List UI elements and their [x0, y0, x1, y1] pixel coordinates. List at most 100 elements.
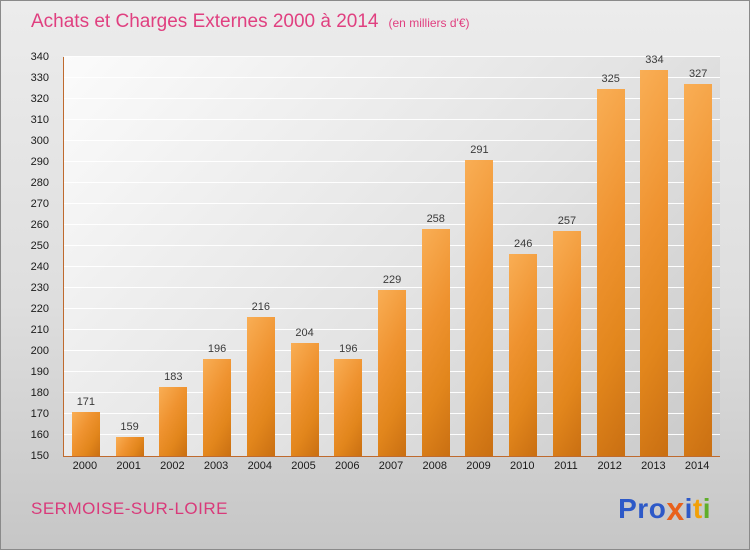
bar-chart-plot-area: 171 159 183 196 216 204 196 229 258 291 246 257 325 3… — [63, 54, 720, 457]
y-tick-label: 340 — [30, 51, 49, 63]
bar-slot: 216 — [239, 57, 283, 456]
logo-letter: o — [648, 493, 667, 524]
y-tick-label: 180 — [30, 387, 49, 399]
bar-slot: 183 — [151, 57, 195, 456]
chart-title: Achats et Charges Externes 2000 à 2014 — [31, 11, 379, 32]
bar-slot: 196 — [326, 57, 370, 456]
y-tick-label: 270 — [30, 198, 49, 210]
x-tick-label: 2014 — [684, 460, 710, 472]
gridline — [64, 266, 720, 267]
bar-slot: 327 — [676, 57, 720, 456]
bar-value-label: 183 — [164, 370, 183, 383]
y-tick-label: 200 — [30, 345, 49, 357]
bar-series: 171 159 183 196 216 204 196 229 258 291 246 257 325 3… — [64, 54, 720, 456]
gridline — [64, 56, 720, 57]
bar-slot: 325 — [589, 57, 633, 456]
gridline — [64, 182, 720, 183]
city-label: SERMOISE-SUR-LOIRE — [31, 499, 228, 518]
x-axis-labels: 2000 2001 2002 2003 2004 2005 2006 2007 2008 2009… — [63, 460, 719, 472]
bar — [552, 231, 581, 456]
y-tick-label: 260 — [30, 219, 49, 231]
bar — [465, 159, 494, 456]
bar-value-label: 196 — [339, 343, 358, 356]
bar-slot: 204 — [283, 57, 327, 456]
y-tick-label: 250 — [30, 240, 49, 252]
y-tick-label: 320 — [30, 93, 49, 105]
bar-value-label: 246 — [514, 238, 533, 251]
gridline — [64, 287, 720, 288]
x-tick-label: 2004 — [247, 460, 273, 472]
logo-letter: P — [618, 493, 638, 524]
logo-letter: x — [666, 491, 685, 527]
bar — [290, 342, 319, 456]
x-tick-label: 2013 — [641, 460, 666, 472]
bar-value-label: 334 — [645, 53, 664, 66]
bar-value-label: 216 — [251, 301, 270, 314]
bar-slot: 159 — [108, 57, 152, 456]
gridline — [64, 98, 720, 99]
gridline — [64, 203, 720, 204]
bar-value-label: 159 — [120, 421, 139, 434]
x-tick-label: 2012 — [597, 460, 622, 472]
bar-value-label: 229 — [382, 274, 402, 287]
x-tick-label: 2005 — [291, 460, 316, 472]
x-tick-label: 2001 — [116, 460, 141, 472]
y-tick-label: 290 — [30, 156, 49, 168]
y-tick-label: 160 — [30, 429, 49, 441]
bar-slot: 258 — [414, 57, 458, 456]
bar-slot: 291 — [458, 57, 502, 456]
y-tick-label: 310 — [30, 114, 49, 126]
y-tick-label: 330 — [30, 72, 49, 84]
bar-value-label: 196 — [207, 343, 227, 356]
y-tick-label: 150 — [30, 450, 49, 462]
x-tick-label: 2006 — [335, 460, 360, 472]
bar-slot: 196 — [195, 57, 239, 456]
gridline — [64, 119, 720, 120]
x-tick-label: 2007 — [378, 460, 404, 472]
y-tick-label: 170 — [30, 408, 49, 420]
y-tick-label: 210 — [30, 324, 49, 336]
bar — [115, 437, 144, 456]
bar-value-label: 204 — [295, 326, 314, 339]
gridline — [64, 140, 720, 141]
chart-header: Achats et Charges Externes 2000 à 2014 (… — [31, 11, 470, 33]
bar — [159, 386, 188, 456]
gridline — [64, 224, 720, 225]
y-tick-label: 280 — [30, 177, 49, 189]
bar-value-label: 291 — [470, 143, 489, 156]
x-tick-label: 2003 — [203, 460, 229, 472]
y-tick-label: 220 — [30, 303, 49, 315]
bar-slot: 171 — [64, 57, 108, 456]
bar — [640, 69, 669, 456]
bar — [509, 254, 538, 456]
logo-letter: r — [637, 493, 649, 524]
bar — [684, 84, 713, 456]
bar-slot: 334 — [633, 54, 677, 456]
x-tick-label: 2010 — [509, 460, 535, 472]
y-tick-label: 300 — [30, 135, 49, 147]
logo-letter: t — [692, 493, 703, 524]
gridline — [64, 161, 720, 162]
gridline — [64, 77, 720, 78]
bar-value-label: 327 — [688, 68, 708, 81]
x-tick-label: 2008 — [422, 460, 447, 472]
bar-slot: 229 — [370, 57, 414, 456]
proxiti-logo[interactable]: Proxiti — [618, 491, 711, 525]
logo-letter: i — [702, 493, 711, 524]
y-tick-label: 190 — [30, 366, 49, 378]
x-tick-label: 2009 — [466, 460, 491, 472]
bar-slot: 246 — [501, 57, 545, 456]
logo-letter: i — [684, 493, 693, 524]
bar — [203, 359, 232, 456]
y-tick-label: 240 — [30, 261, 49, 273]
bar — [378, 290, 406, 456]
bar-value-label: 257 — [557, 215, 577, 228]
bar — [334, 359, 363, 456]
bar-slot: 257 — [545, 57, 589, 456]
bar — [71, 411, 100, 456]
bar — [421, 229, 450, 456]
gridline — [64, 245, 720, 246]
chart-subtitle: (en milliers d'€) — [388, 16, 470, 30]
x-tick-label: 2002 — [160, 460, 185, 472]
